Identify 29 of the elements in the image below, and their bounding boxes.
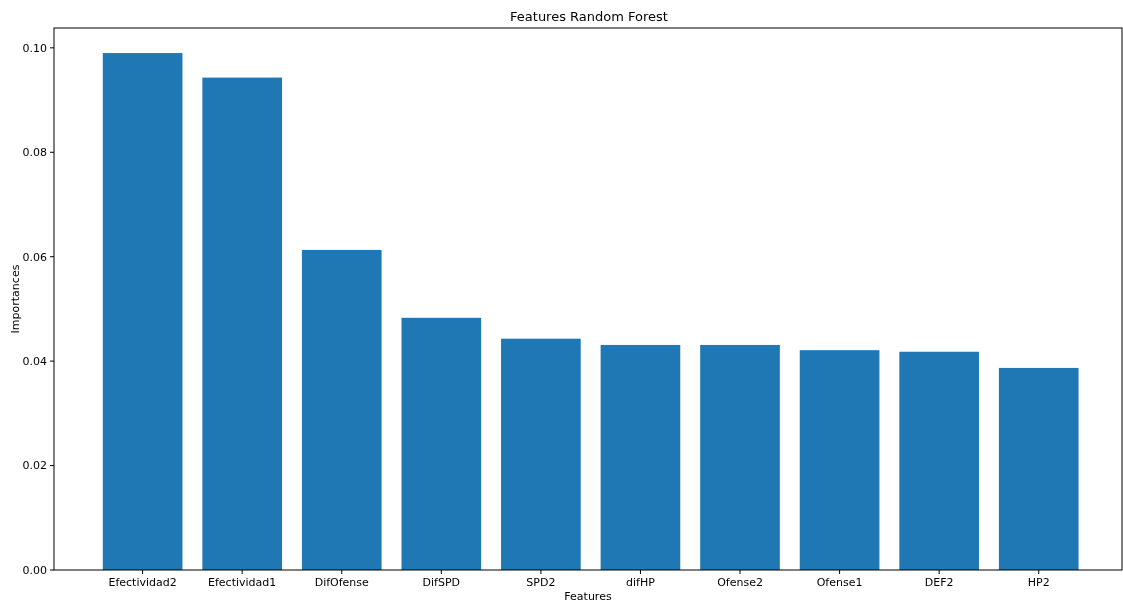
y-tick-label: 0.04 xyxy=(22,354,47,368)
x-tick-label: SPD2 xyxy=(526,576,556,589)
bar xyxy=(102,53,183,570)
bar xyxy=(501,338,581,570)
y-tick-label: 0.10 xyxy=(22,41,47,55)
y-tick-label: 0.02 xyxy=(22,459,47,473)
x-tick-label: Efectividad1 xyxy=(208,576,277,589)
bar xyxy=(700,344,780,570)
x-tick-label: DifOfense xyxy=(314,576,370,589)
x-tick-label: Ofense1 xyxy=(816,576,863,589)
x-tick-label: difHP xyxy=(626,576,656,589)
x-axis-title: Features xyxy=(564,590,612,601)
y-tick-label: 0.06 xyxy=(22,250,47,264)
bar xyxy=(799,350,880,570)
y-axis-title: Importances xyxy=(9,264,22,334)
bar xyxy=(401,317,482,570)
x-tick-label: HP2 xyxy=(1027,576,1050,589)
bar xyxy=(998,367,1079,570)
x-tick-label: Ofense2 xyxy=(717,576,763,589)
bar xyxy=(202,77,283,570)
chart-title: Features Random Forest xyxy=(510,9,668,24)
y-tick-label: 0.08 xyxy=(22,146,47,160)
x-tick-label: DifSPD xyxy=(422,576,461,589)
x-tick-label: Efectividad2 xyxy=(108,576,177,589)
bar xyxy=(600,344,681,570)
x-tick-label: DEF2 xyxy=(924,576,954,589)
bar xyxy=(301,249,382,570)
y-tick-label: 0.00 xyxy=(22,563,47,577)
bar xyxy=(899,351,979,570)
